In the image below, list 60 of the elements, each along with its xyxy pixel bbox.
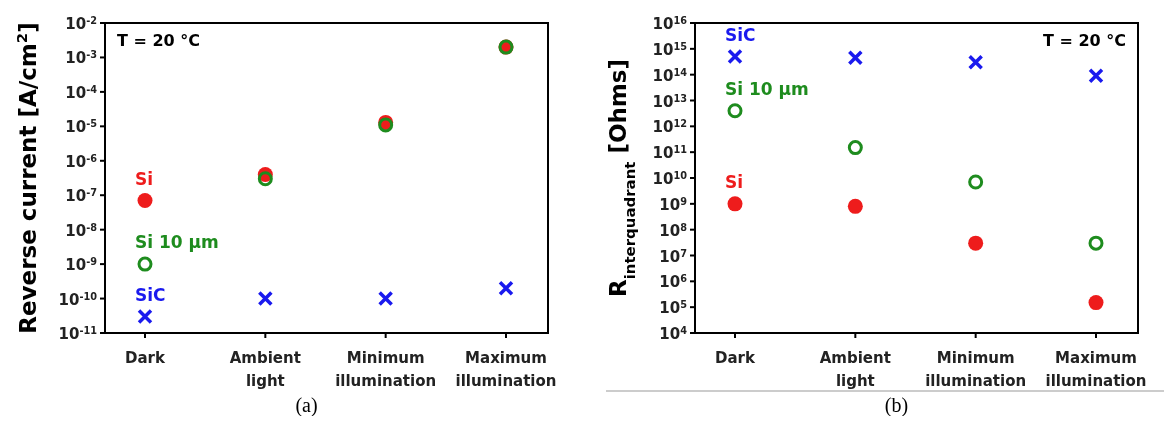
x-tick-label: Ambient light: [819, 349, 891, 390]
x-tick-label: Dark: [125, 349, 166, 367]
y-tick-label: 10$^{10}$: [652, 169, 688, 188]
point: [377, 290, 394, 307]
y-tick-label: 10$^{-10}$: [58, 290, 98, 309]
point: [727, 196, 743, 212]
point: [847, 198, 863, 214]
x-tick-label: Minimum illumination: [925, 349, 1027, 390]
point: [257, 171, 273, 187]
point: [257, 290, 274, 307]
y-tick-label: 10$^{14}$: [652, 66, 688, 85]
y-tick-label: 10$^{8}$: [659, 221, 688, 240]
point: [1088, 235, 1104, 251]
y-tick-label: 10$^{-5}$: [65, 117, 98, 137]
y-tick-label: 10$^{5}$: [659, 298, 688, 318]
series-label: Si: [135, 168, 154, 189]
text: (a): [295, 394, 318, 417]
point: [727, 103, 743, 119]
x-tick-label: Maximum illumination: [1045, 349, 1147, 390]
point: [137, 308, 153, 325]
x-tick-label: Maximum illumination: [455, 349, 557, 390]
point: [847, 50, 864, 66]
x-tick-label: Dark: [715, 349, 756, 367]
annotation: T = 20 °C: [1042, 31, 1126, 50]
y-tick-label: 10$^{9}$: [659, 195, 688, 214]
point: [967, 54, 984, 71]
y-tick-label: 10$^{4}$: [659, 324, 688, 343]
point: [137, 193, 153, 209]
text: (b): [884, 394, 909, 417]
y-tick-label: 10$^{-2}$: [65, 14, 97, 33]
y-tick-label: 10$^{-11}$: [58, 324, 98, 343]
point: [968, 235, 984, 251]
x-tick-label: Ambient light: [229, 349, 301, 390]
point: [1088, 295, 1104, 311]
y-tick-label: 10$^{-6}$: [65, 152, 98, 171]
y-tick-label: 10$^{-7}$: [65, 186, 98, 206]
series-label: Si: [725, 171, 744, 192]
x-tick-label: Minimum illumination: [335, 349, 437, 390]
y-tick-label: 10$^{-9}$: [65, 255, 98, 275]
series-label: SiC: [725, 24, 756, 45]
y-tick-label: 10$^{13}$: [652, 92, 688, 111]
y-tick-label: 10$^{12}$: [652, 117, 687, 137]
y-tick-label: 10$^{7}$: [659, 247, 688, 266]
y-tick-label: 10$^{16}$: [652, 14, 688, 33]
annotation: T = 20 °C: [117, 31, 201, 50]
point: [137, 256, 153, 272]
series-label: Si 10 μm: [725, 78, 809, 99]
y-tick-label: 10$^{15}$: [652, 40, 688, 59]
point: [727, 48, 743, 65]
y-tick-label: 10$^{11}$: [652, 143, 688, 163]
series-label: Si 10 μm: [135, 232, 219, 253]
point: [847, 140, 863, 156]
series-label: SiC: [135, 284, 166, 305]
point: [968, 174, 984, 190]
y-tick-label: 10$^{-8}$: [65, 221, 98, 240]
y-tick-label: 10$^{-4}$: [65, 83, 98, 102]
point: [1088, 68, 1104, 84]
y-tick-label: 10$^{6}$: [659, 272, 688, 292]
y-tick-label: 10$^{-3}$: [65, 48, 98, 68]
point: [498, 280, 514, 296]
